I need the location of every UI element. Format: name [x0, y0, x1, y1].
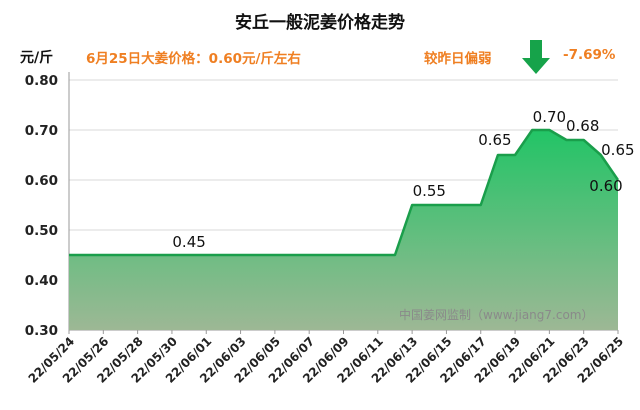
data-label: 0.65: [478, 131, 511, 149]
y-tick-label: 0.70: [25, 123, 58, 139]
chart-title: 安丘一般泥姜价格走势: [235, 13, 405, 33]
y-tick-label: 0.30: [25, 323, 58, 339]
y-tick-label: 0.40: [25, 273, 58, 289]
data-label: 0.60: [589, 177, 622, 195]
data-label: 0.68: [566, 117, 599, 135]
y-axis-unit: 元/斤: [20, 50, 54, 66]
price-note: 6月25日大姜价格：0.60元/斤左右: [86, 51, 301, 67]
y-tick-label: 0.60: [25, 173, 58, 189]
data-label: 0.55: [413, 182, 446, 200]
data-label: 0.65: [601, 141, 634, 159]
series-area: [69, 130, 618, 330]
change-percent: -7.69%: [563, 47, 616, 63]
y-tick-label: 0.50: [25, 223, 58, 239]
watermark: 中国姜网监制（www.jiang7.com）: [399, 308, 594, 322]
data-label: 0.70: [533, 108, 566, 126]
data-label: 0.45: [172, 233, 205, 251]
y-tick-label: 0.80: [25, 73, 58, 89]
change-label: 较昨日偏弱: [424, 51, 492, 67]
down-arrow-icon: [522, 40, 550, 74]
